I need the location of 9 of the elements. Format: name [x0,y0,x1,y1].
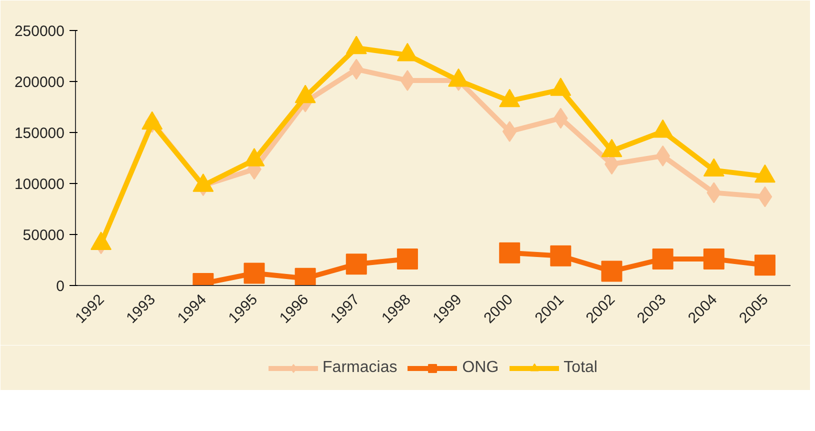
legend-label: Farmacias [322,358,398,376]
y-tick-label: 0 [56,278,64,295]
y-tick-label: 50000 [22,227,65,244]
y-tick-label: 250000 [14,23,65,40]
legend-label: ONG [462,358,499,376]
legend-label: Total [564,358,598,376]
y-tick-label: 200000 [14,74,65,91]
y-tick-label: 100000 [14,176,65,193]
y-tick-label: 150000 [14,125,65,142]
